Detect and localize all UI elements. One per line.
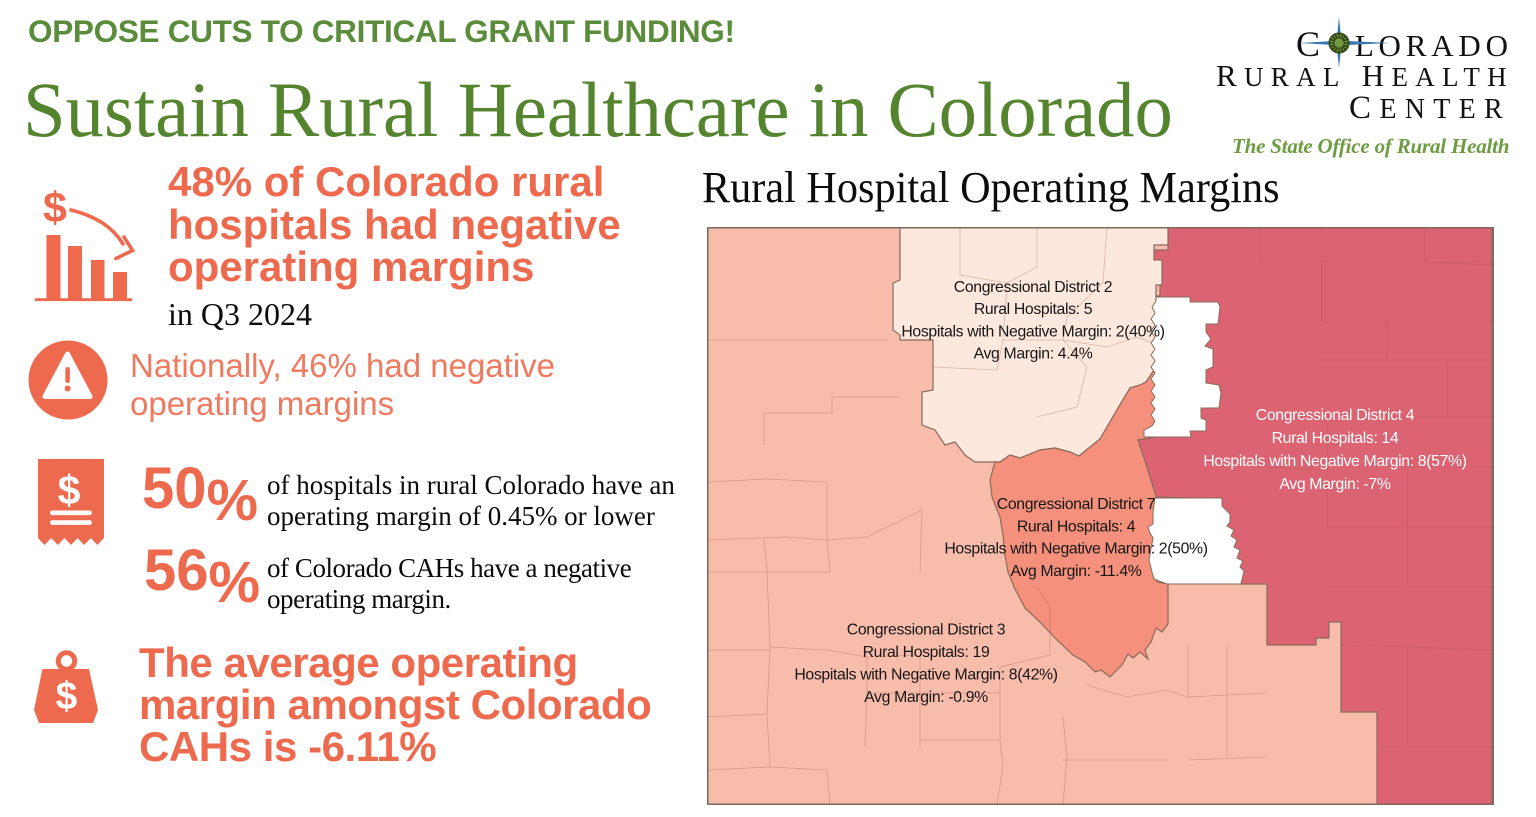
svg-text:Congressional District 4: Congressional District 4: [1256, 407, 1415, 424]
svg-text:Hospitals with Negative Margin: Hospitals with Negative Margin: 8(57%): [1203, 453, 1466, 470]
svg-text:Congressional District 2: Congressional District 2: [954, 279, 1112, 296]
svg-text:Hospitals with Negative Margin: Hospitals with Negative Margin: 8(42%): [794, 667, 1057, 684]
svg-text:Avg Margin: -7%: Avg Margin: -7%: [1279, 476, 1391, 493]
svg-text:$: $: [56, 675, 78, 718]
svg-text:Avg Margin: -11.4%: Avg Margin: -11.4%: [1011, 563, 1142, 580]
svg-text:Rural Hospitals: 5: Rural Hospitals: 5: [974, 301, 1093, 318]
svg-text:Avg Margin: -0.9%: Avg Margin: -0.9%: [864, 689, 988, 706]
svg-text:Avg Margin: 4.4%: Avg Margin: 4.4%: [974, 346, 1093, 363]
svg-text:Rural Hospitals: 14: Rural Hospitals: 14: [1272, 430, 1399, 447]
svg-text:Rural Hospitals: 4: Rural Hospitals: 4: [1017, 519, 1136, 536]
svg-text:Congressional District 3: Congressional District 3: [847, 622, 1006, 639]
svg-text:Congressional District 7: Congressional District 7: [997, 496, 1155, 513]
svg-text:$: $: [58, 467, 81, 513]
svg-text:Rural Hospitals: 19: Rural Hospitals: 19: [863, 644, 990, 661]
svg-text:Hospitals with Negative Margin: Hospitals with Negative Margin: 2(40%): [901, 324, 1164, 341]
svg-text:Hospitals with Negative Margin: Hospitals with Negative Margin: 2(50%): [944, 541, 1207, 558]
svg-text:$: $: [43, 185, 67, 232]
